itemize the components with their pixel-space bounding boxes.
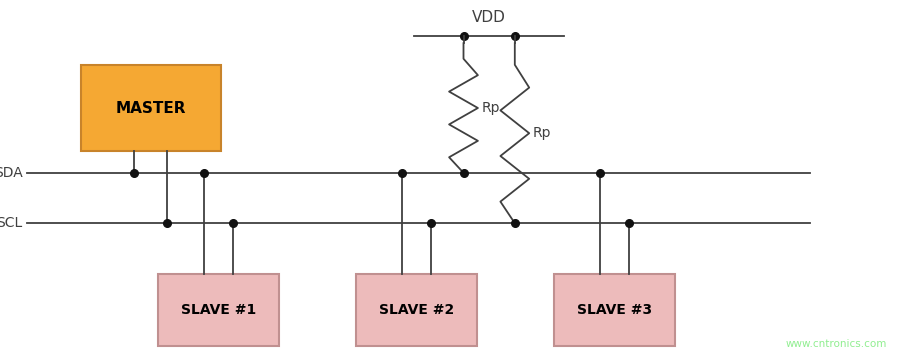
Text: SLAVE #3: SLAVE #3 xyxy=(577,303,652,316)
FancyBboxPatch shape xyxy=(356,274,477,346)
FancyBboxPatch shape xyxy=(554,274,675,346)
Text: Rp: Rp xyxy=(482,101,500,115)
Text: SDA: SDA xyxy=(0,166,22,180)
Text: www.cntronics.com: www.cntronics.com xyxy=(785,339,886,349)
Text: VDD: VDD xyxy=(472,10,506,25)
Text: SLAVE #2: SLAVE #2 xyxy=(379,303,454,316)
Text: SLAVE #1: SLAVE #1 xyxy=(181,303,256,316)
FancyBboxPatch shape xyxy=(158,274,279,346)
Text: SCL: SCL xyxy=(0,216,22,230)
FancyBboxPatch shape xyxy=(81,65,220,151)
Text: Rp: Rp xyxy=(533,126,552,140)
Text: MASTER: MASTER xyxy=(115,100,186,116)
